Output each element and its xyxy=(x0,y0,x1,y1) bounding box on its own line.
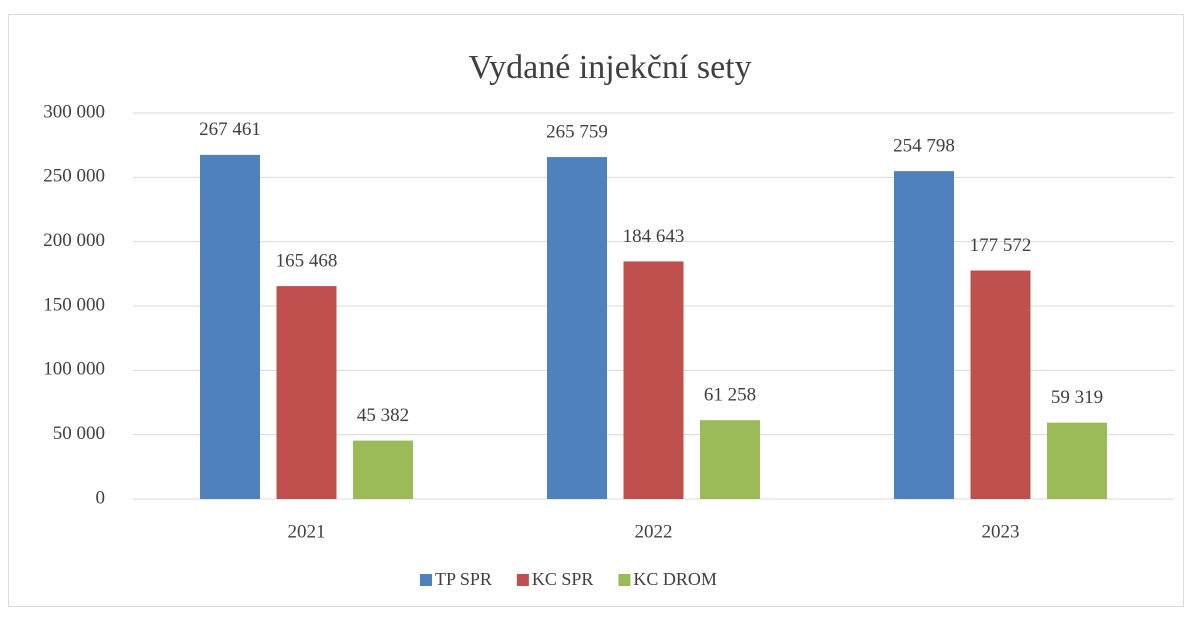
value-label: 254 798 xyxy=(893,136,955,157)
x-tick-label: 2021 xyxy=(288,521,326,542)
bar xyxy=(1047,422,1107,499)
legend-swatch xyxy=(516,574,529,586)
legend-label: KC DROM xyxy=(633,569,717,589)
value-label: 45 382 xyxy=(357,405,409,426)
legend-label: KC SPR xyxy=(532,569,594,589)
value-label: 165 468 xyxy=(276,250,338,271)
x-tick-label: 2023 xyxy=(982,521,1020,542)
y-tick-label: 300 000 xyxy=(43,101,105,122)
chart-title: Vydané injekční sety xyxy=(468,49,751,86)
y-tick-label: 150 000 xyxy=(43,294,105,315)
value-label: 59 319 xyxy=(1051,387,1103,408)
bar xyxy=(200,154,260,499)
x-tick-label: 2022 xyxy=(635,521,673,542)
bar xyxy=(894,171,954,499)
bar xyxy=(623,261,684,499)
value-label: 267 461 xyxy=(199,119,261,140)
legend-swatch xyxy=(420,574,432,586)
legend-label: TP SPR xyxy=(435,569,492,589)
value-label: 184 643 xyxy=(623,226,685,247)
y-tick-label: 250 000 xyxy=(43,166,105,187)
y-tick-label: 100 000 xyxy=(43,359,105,380)
bar xyxy=(700,420,760,499)
y-tick-label: 0 xyxy=(96,487,106,508)
bar xyxy=(970,270,1031,499)
y-tick-label: 200 000 xyxy=(43,230,105,251)
value-label: 265 759 xyxy=(546,121,608,142)
value-label: 177 572 xyxy=(970,235,1032,256)
bar xyxy=(276,286,337,499)
y-tick-label: 50 000 xyxy=(53,423,105,444)
bar xyxy=(547,157,607,499)
legend-swatch xyxy=(618,574,631,586)
bar xyxy=(353,440,413,499)
value-label: 61 258 xyxy=(704,385,756,406)
